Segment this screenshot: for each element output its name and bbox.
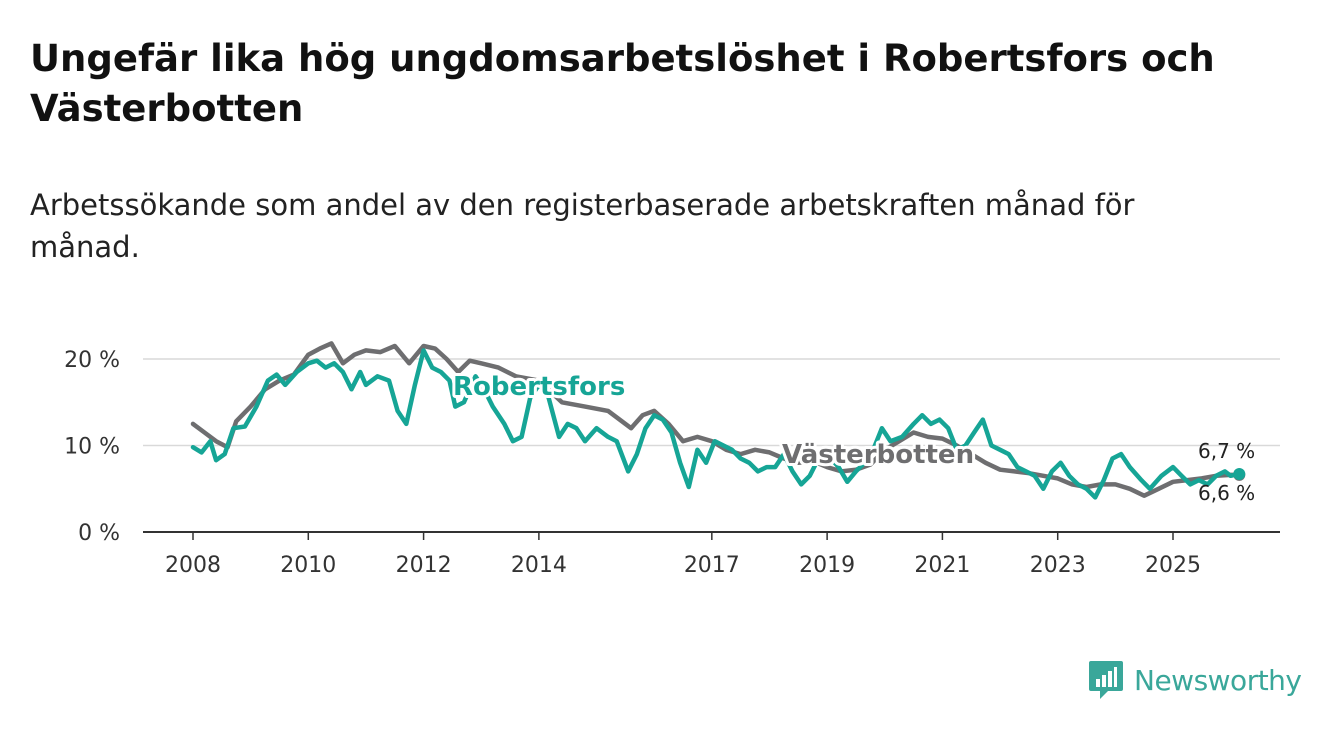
x-tick-label: 2010 <box>280 553 336 578</box>
x-tick-label: 2023 <box>1030 553 1086 578</box>
y-tick-label: 0 % <box>78 521 120 546</box>
x-tick-label: 2008 <box>165 553 221 578</box>
newsworthy-chart-bubble-icon <box>1089 661 1123 699</box>
series-endpoint-robertsfors <box>1233 468 1246 481</box>
brand-name: Newsworthy <box>1134 663 1302 697</box>
series-line-robertsfors <box>190 348 1242 500</box>
x-tick-label: 2014 <box>511 553 567 578</box>
chart-title: Ungefär lika hög ungdomsarbetslöshet i R… <box>30 37 1215 130</box>
series-line-västerbotten <box>190 341 1242 498</box>
series-label-robertsfors: Robertsfors <box>453 372 625 402</box>
x-axis-ticks: 2008 2010 2012 2014 2017 2019 2021 2023 2025 <box>165 532 1201 578</box>
y-tick-label: 10 % <box>64 435 120 460</box>
x-tick-label: 2021 <box>914 553 970 578</box>
x-tick-label: 2012 <box>396 553 452 578</box>
series-lines <box>190 341 1246 500</box>
end-label-robertsfors: 6,7 % <box>1198 439 1255 463</box>
end-label-vasterbotten: 6,6 % <box>1198 481 1255 505</box>
chart-subtitle: Arbetssökande som andel av den registerb… <box>30 188 1135 264</box>
y-tick-label: 20 % <box>64 348 120 373</box>
newsworthy-logo[interactable]: Newsworthy <box>1088 659 1302 701</box>
series-label-vasterbotten: Västerbotten <box>782 440 974 470</box>
y-axis-ticks: 0 % 10 % 20 % <box>64 348 120 546</box>
x-tick-label: 2017 <box>684 553 740 578</box>
x-tick-label: 2025 <box>1145 553 1201 578</box>
series-labels: Robertsfors Västerbotten 6,7 % 6,6 % <box>450 369 1255 505</box>
x-tick-label: 2019 <box>799 553 855 578</box>
